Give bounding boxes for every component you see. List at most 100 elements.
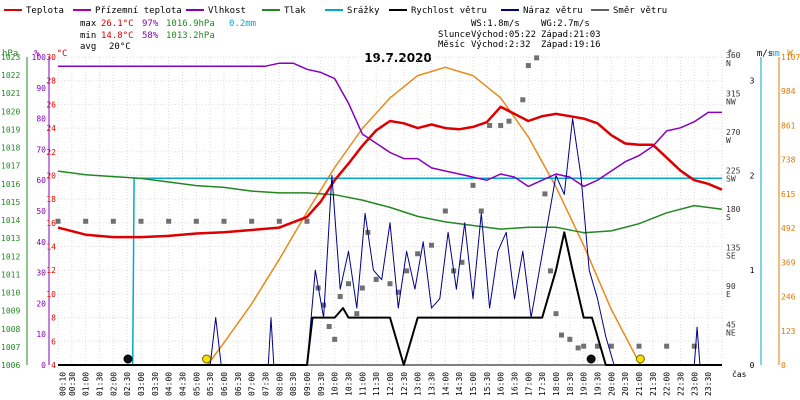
time-tick-label: 01:00 — [82, 372, 91, 396]
hpa-tick-label: 1014 — [1, 216, 20, 225]
wind-dir-point — [276, 218, 282, 224]
wind-dir-point — [525, 63, 531, 69]
wind-dir-point — [326, 324, 332, 329]
wind-dir-point — [691, 343, 697, 349]
stat-max-pressure: 1016.9hPa — [166, 19, 215, 29]
dir-tick-value: 45 — [726, 321, 736, 330]
stat-wind-gust: WG:2.7m/s — [541, 19, 590, 29]
dir-tick-name: S — [726, 213, 731, 222]
time-tick-label: 03:30 — [151, 372, 160, 396]
time-tick-label: 03:00 — [137, 372, 146, 396]
hpa-tick-label: 1007 — [1, 343, 20, 352]
temp-tick-label: 24 — [46, 124, 56, 133]
wind-dir-point — [542, 191, 548, 197]
time-tick-label: 18:30 — [566, 372, 575, 396]
time-tick-label: 11:00 — [358, 372, 367, 396]
stat-sun-label: Slunce — [438, 30, 471, 40]
time-tick-label: 12:00 — [386, 372, 395, 396]
time-tick-label: 02:00 — [109, 372, 118, 396]
stat-wind-speed: WS:1.8m/s — [471, 19, 520, 29]
hpa-tick-label: 1018 — [1, 144, 20, 153]
dir-tick-value: 315 — [726, 90, 741, 99]
w-tick-label: 1107 — [781, 53, 800, 62]
time-tick-label: 12:30 — [400, 372, 409, 396]
temp-tick-label: 30 — [46, 53, 56, 62]
time-tick-label: 20:30 — [621, 372, 630, 396]
wind-dir-point — [478, 208, 484, 214]
time-tick-label: 15:00 — [469, 372, 478, 396]
wind-dir-point — [373, 276, 379, 282]
ms-tick-label: 3 — [750, 77, 755, 86]
legend-label: Vlhkost — [208, 6, 246, 16]
hpa-tick-label: 1013 — [1, 234, 20, 243]
dir-tick-name: NE — [726, 329, 736, 338]
wind-dir-point — [83, 218, 89, 224]
hpa-tick-label: 1015 — [1, 198, 20, 207]
wind-dir-point — [166, 218, 172, 224]
time-tick-label: 07:00 — [248, 372, 257, 396]
time-tick-label: 08:30 — [289, 372, 298, 396]
hpa-tick-label: 1021 — [1, 89, 20, 98]
temp-tick-label: 20 — [46, 171, 56, 180]
dir-tick-name: E — [726, 290, 731, 299]
time-tick-label: 06:00 — [220, 372, 229, 396]
wind-dir-point — [387, 281, 393, 287]
time-tick-label: 00:30 — [68, 372, 77, 396]
wind-dir-point — [332, 336, 338, 342]
pressure-line — [57, 170, 723, 234]
time-tick-label: 14:30 — [455, 372, 464, 396]
wind-dir-point — [359, 285, 365, 291]
dir-tick-name: NW — [726, 98, 736, 107]
dir-tick-name: N — [726, 59, 731, 68]
time-tick-label: 04:00 — [165, 372, 174, 396]
wind-dir-point — [459, 259, 465, 265]
wind-dir-point — [346, 281, 351, 287]
wind-dir-point — [429, 242, 434, 248]
sun-marker — [635, 354, 645, 364]
wind-dir-point — [249, 218, 255, 224]
time-tick-label: 16:00 — [497, 372, 506, 396]
time-tick-label: 17:00 — [524, 372, 533, 396]
stat-min-temp: 14.8°C — [101, 31, 134, 41]
ms-tick-label: 2 — [750, 171, 755, 180]
hpa-tick-label: 1011 — [1, 270, 20, 279]
time-tick-label: 21:30 — [649, 372, 658, 396]
hpa-tick-label: 1006 — [1, 361, 20, 370]
hpa-tick-label: 1020 — [1, 107, 20, 116]
wind-dir-point — [193, 218, 199, 224]
time-tick-label: 09:30 — [317, 372, 326, 396]
w-tick-label: 246 — [781, 293, 796, 302]
time-tick-label: 01:30 — [96, 372, 105, 396]
pct-tick-label: 40 — [36, 238, 46, 247]
temp-tick-label: 12 — [46, 266, 56, 275]
stat-moon-label: Měsíc — [438, 40, 465, 50]
w-tick-label: 615 — [781, 190, 796, 199]
pct-tick-label: 50 — [36, 207, 46, 216]
hpa-tick-label: 1010 — [1, 289, 20, 298]
hpa-tick-label: 1012 — [1, 252, 20, 261]
time-tick-label: 04:30 — [179, 372, 188, 396]
wind-dir-point — [442, 208, 448, 214]
hpa-tick-label: 1023 — [1, 53, 20, 62]
w-axis-title: W — [787, 49, 793, 59]
time-tick-label: 09:00 — [303, 372, 312, 396]
temp-tick-label: 22 — [46, 148, 56, 157]
legend-label: Teplota — [26, 6, 64, 16]
wind-dir-point — [221, 218, 227, 224]
mm-axis-title: mm — [769, 49, 780, 59]
stat-min-humidity: 58% — [142, 31, 159, 41]
time-tick-label: 17:30 — [538, 372, 547, 396]
dir-tick-value: 180 — [726, 205, 741, 214]
time-tick-label: 11:30 — [372, 372, 381, 396]
wind-dir-point — [470, 182, 476, 188]
time-tick-label: 05:30 — [206, 372, 215, 396]
wind-dir-point — [553, 311, 559, 317]
dir-tick-value: 135 — [726, 244, 741, 253]
dir-tick-value: 225 — [726, 167, 741, 176]
sun-marker — [202, 354, 212, 364]
wind-dir-point — [534, 55, 540, 61]
pct-tick-label: 10 — [36, 330, 46, 339]
time-tick-label: 19:30 — [594, 372, 603, 396]
wind-dir-point — [506, 118, 512, 124]
